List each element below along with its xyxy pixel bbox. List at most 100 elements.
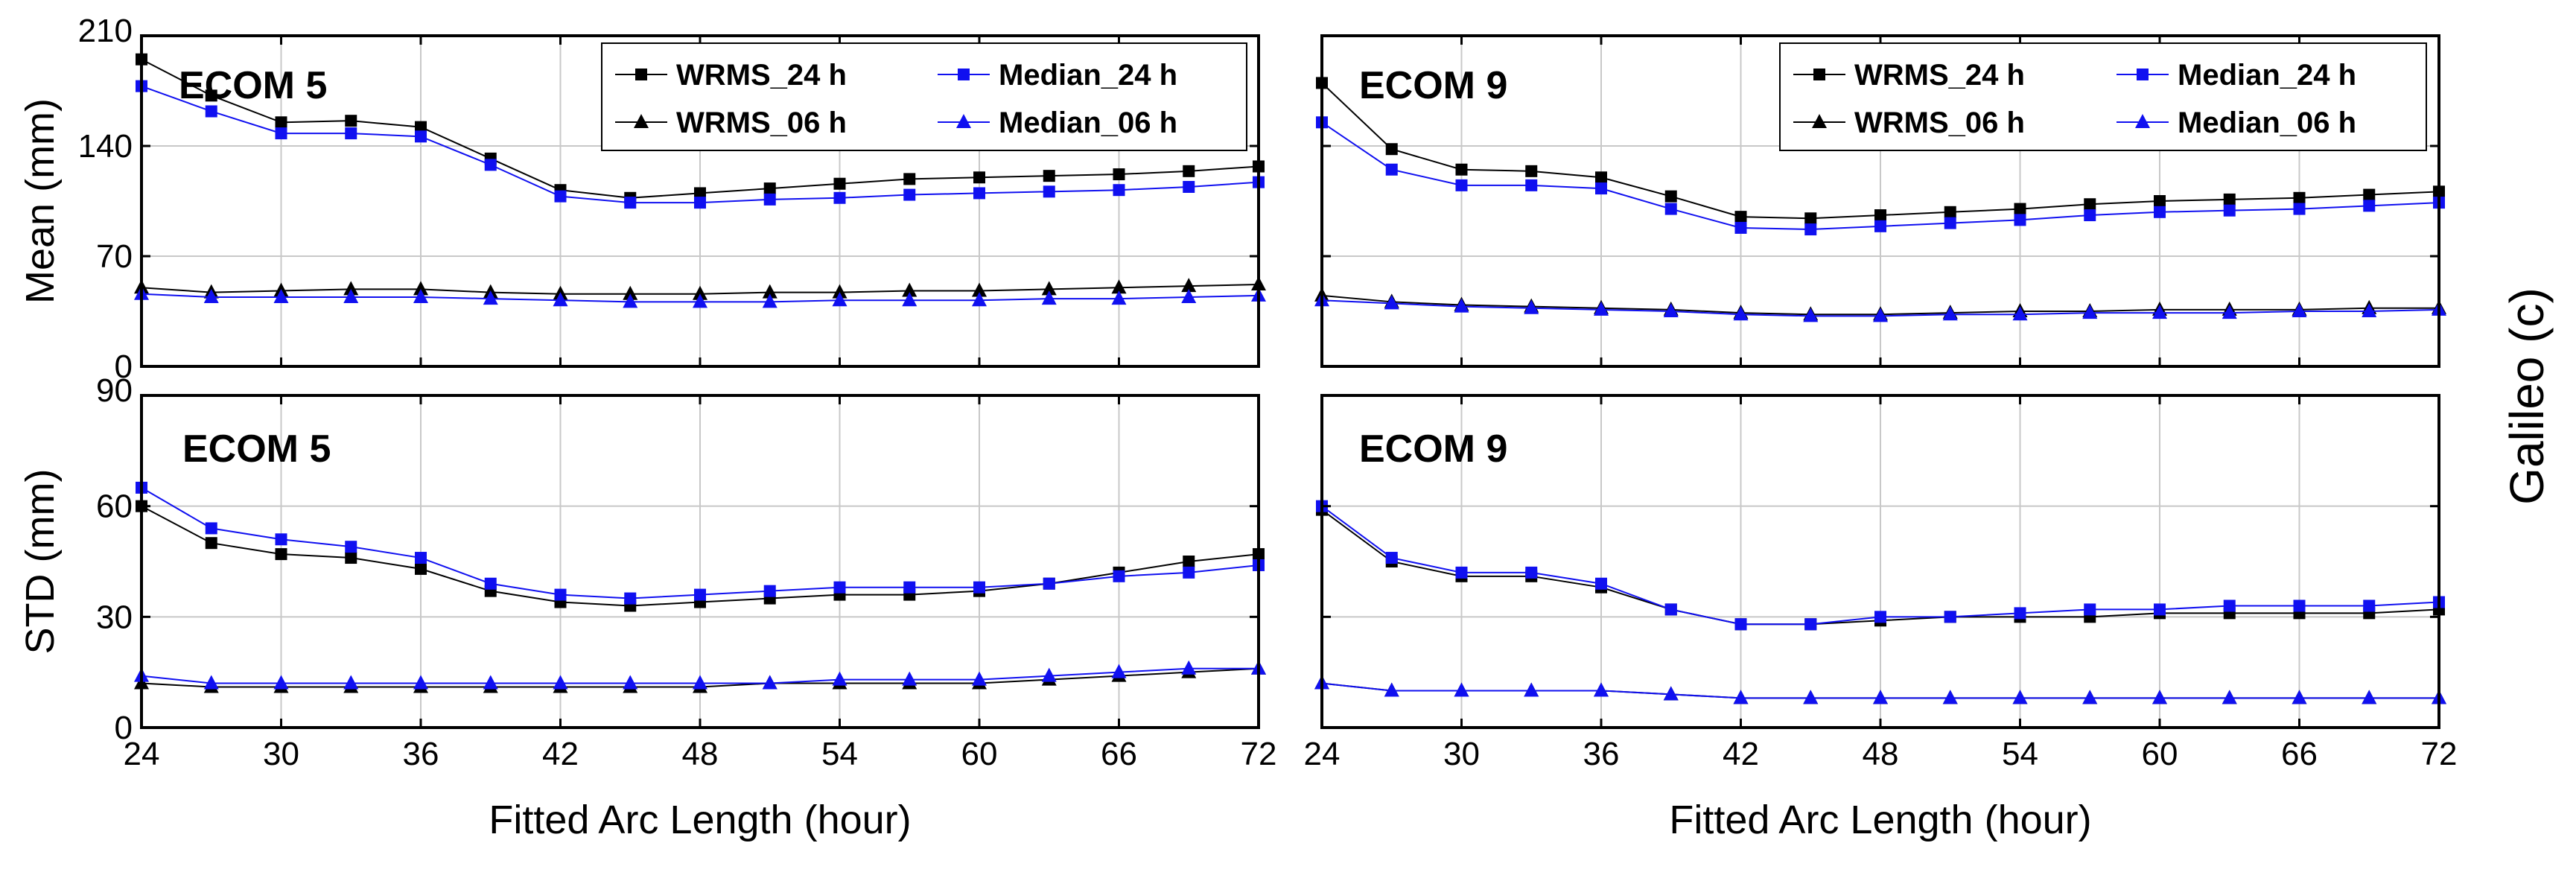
data-point [1873,308,1888,322]
data-point [902,282,917,297]
data-point [1524,682,1539,697]
data-point [343,675,359,690]
data-point [1183,180,1195,193]
data-point [1663,303,1679,317]
data-point [1942,306,1958,321]
data-point [2363,200,2376,212]
data-point [1664,203,1677,215]
data-point [1595,577,1607,590]
data-point [1803,308,1819,322]
data-point [2363,599,2376,612]
data-point [275,116,287,129]
data-point [2363,188,2376,201]
data-point [1043,577,1055,590]
data-point [1804,618,1817,631]
data-point [2082,305,2098,319]
data-point [1043,170,1055,182]
y-tick-label: 0 [115,349,133,385]
legend-marker [956,114,971,128]
x-tick-label: 36 [1583,736,1620,772]
y-tick-label: 30 [96,599,133,635]
data-point [1944,217,1956,229]
data-point [1041,281,1057,296]
data-point [2082,690,2098,704]
data-point [1454,298,1469,313]
data-point [1804,223,1817,236]
legend-marker [1813,69,1825,80]
data-point [903,173,916,185]
data-point [903,188,916,201]
legend-marker [2135,114,2150,128]
data-point [1942,690,1958,704]
x-tick-label: 72 [1241,736,1277,772]
x-tick-label: 36 [403,736,439,772]
legend-marker [958,69,970,80]
data-point [2223,204,2236,217]
panel-title: ECOM 5 [182,427,331,471]
y-axis-title: Mean (mm) [18,98,63,304]
data-point [1734,211,1747,223]
data-point [973,581,985,594]
data-point [623,675,638,690]
legend-marker [634,114,649,128]
data-point [2014,203,2026,215]
x-tick-label: 48 [1863,736,1899,772]
panel-3: 0 30 60 90 STD (mm) 24 30 36 42 48 54 60 66 72 Fitted … [18,372,1276,842]
legend-label: Median_06 h [999,106,1177,139]
data-point [693,675,707,690]
data-point [2084,209,2096,222]
data-point [554,190,567,203]
data-point [2223,193,2236,206]
data-point [415,552,427,564]
side-label-galileo: Galileo (c) [2500,287,2554,505]
data-point [972,671,987,686]
legend-box [601,42,1247,151]
data-point [275,127,287,140]
data-point [1944,611,1956,623]
data-point [484,159,497,171]
x-tick-label: 30 [1443,736,1480,772]
data-point [1454,682,1469,697]
legend-label: Median_24 h [999,59,1177,92]
panel-title: ECOM 5 [179,64,327,107]
data-point [554,588,567,601]
data-point [973,171,985,184]
data-point [832,284,847,299]
data-point [553,292,568,307]
data-point [205,537,217,550]
data-point [693,285,707,300]
data-point [2362,690,2377,704]
y-tick-label: 70 [96,238,133,275]
data-point [275,548,287,561]
data-point [762,284,777,299]
legend: WRMS_24 h Median_24 h WRMS_06 h Median_06 h [601,42,1247,151]
data-point [2084,198,2096,211]
data-point [2292,690,2307,704]
data-point [763,585,776,597]
data-point [1734,618,1747,631]
data-point [694,197,706,209]
legend: WRMS_24 h Median_24 h WRMS_06 h Median_06 h [1779,42,2427,151]
legend-label: Median_06 h [2178,106,2356,139]
data-point [203,675,219,690]
panel-title: ECOM 9 [1359,64,1507,107]
legend-label: Median_24 h [2178,59,2356,92]
data-point [1455,163,1468,176]
legend-marker [635,69,647,80]
data-point [1594,301,1609,316]
data-point [205,89,217,102]
data-point [484,577,497,590]
data-point [413,281,428,296]
data-point [345,115,357,127]
data-point [693,293,707,308]
data-point [1874,220,1886,232]
x-tick-label: 66 [2281,736,2318,772]
data-point [2154,206,2166,218]
data-point [553,675,568,690]
data-point [1041,667,1057,682]
panel-2: ECOM 9 WRMS_24 h Median_24 h WRMS_06 h Media… [1314,34,2446,368]
data-point [2154,603,2166,616]
data-point [833,177,846,190]
data-point [1525,566,1538,579]
